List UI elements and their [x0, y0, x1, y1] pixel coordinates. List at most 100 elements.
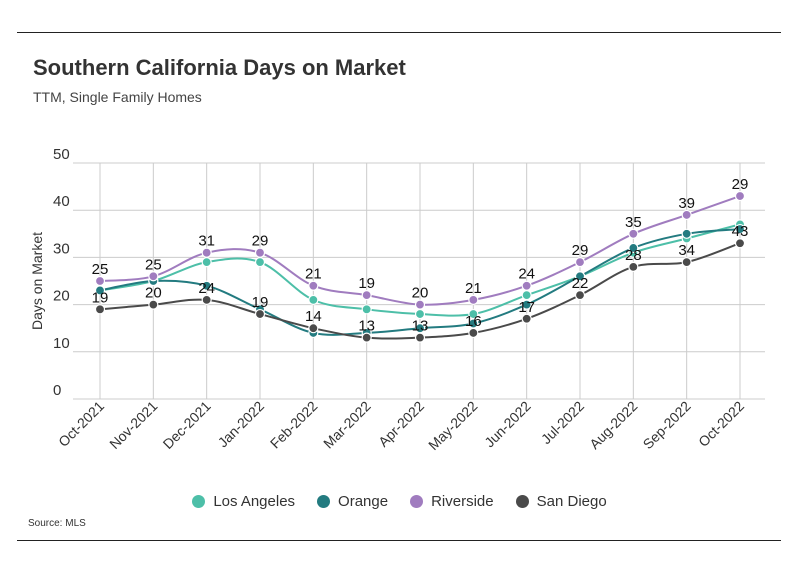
x-tick-label: Oct-2021 — [55, 398, 107, 450]
data-point-san-diego — [734, 238, 746, 249]
data-point-riverside — [201, 247, 212, 258]
data-point-riverside — [521, 280, 532, 291]
data-label: 19 — [92, 289, 109, 306]
data-point-san-diego — [468, 327, 479, 339]
data-point-riverside — [468, 294, 479, 305]
data-label: 25 — [145, 256, 162, 273]
data-label: 25 — [92, 261, 109, 278]
data-point-orange — [574, 271, 586, 282]
y-tick-label: 40 — [53, 193, 70, 210]
data-label: 22 — [572, 275, 589, 292]
data-label: 24 — [198, 280, 215, 297]
x-tick-label: Jun-2022 — [481, 398, 534, 451]
legend-swatch — [410, 495, 424, 508]
y-tick-label: 0 — [53, 382, 61, 399]
data-label: 31 — [198, 233, 215, 250]
data-point-riverside — [308, 280, 319, 291]
data-label: 29 — [732, 176, 749, 193]
data-point-orange — [734, 223, 746, 235]
data-point-riverside — [148, 271, 159, 282]
data-label: 20 — [145, 285, 162, 302]
data-point-orange — [521, 299, 532, 310]
x-tick-label: Oct-2022 — [695, 398, 747, 450]
data-label: 39 — [678, 195, 695, 212]
data-label: 43 — [732, 223, 749, 240]
legend-swatch — [317, 495, 331, 508]
top-rule — [17, 32, 781, 33]
data-label: 16 — [465, 313, 482, 330]
y-tick-label: 50 — [53, 146, 70, 163]
x-tick-label: Jul-2022 — [538, 398, 587, 447]
data-point-riverside — [628, 228, 639, 239]
x-tick-label: Aug-2022 — [586, 398, 640, 452]
data-point-san-diego — [681, 257, 692, 268]
data-point-riverside — [254, 247, 266, 258]
legend-swatch — [515, 495, 529, 508]
legend-item-orange: Orange — [317, 493, 388, 510]
data-label: 29 — [252, 233, 269, 250]
data-point-riverside — [681, 209, 692, 221]
data-label: 14 — [305, 308, 322, 325]
data-point-los-angeles — [361, 304, 372, 315]
x-tick-label: May-2022 — [425, 398, 480, 453]
x-tick-label: Sep-2022 — [640, 398, 694, 452]
data-point-san-diego — [361, 332, 372, 343]
data-label: 35 — [625, 214, 642, 231]
data-point-san-diego — [254, 308, 266, 320]
data-point-san-diego — [201, 294, 212, 305]
y-tick-label: 20 — [53, 288, 70, 305]
legend-swatch — [192, 495, 206, 508]
y-tick-label: 10 — [53, 335, 70, 352]
legend-label: San Diego — [536, 493, 607, 510]
data-point-los-angeles — [201, 257, 212, 268]
bottom-rule — [17, 540, 781, 541]
x-tick-label: Jan-2022 — [215, 398, 268, 451]
data-point-riverside — [574, 257, 586, 268]
data-point-riverside — [734, 190, 746, 202]
data-label: 17 — [518, 299, 535, 316]
data-point-riverside — [414, 299, 426, 310]
x-tick-label: Nov-2021 — [106, 398, 160, 452]
data-point-san-diego — [628, 261, 639, 272]
data-label: 21 — [465, 280, 482, 297]
data-point-san-diego — [148, 299, 159, 310]
data-point-san-diego — [94, 304, 106, 315]
data-label: 13 — [358, 318, 375, 335]
legend-item-riverside: Riverside — [410, 493, 494, 510]
legend-label: Riverside — [431, 493, 494, 510]
data-point-san-diego — [308, 323, 319, 334]
data-label: 19 — [252, 294, 269, 311]
legend-item-los-angeles: Los Angeles — [192, 493, 295, 510]
x-tick-label: Mar-2022 — [320, 398, 374, 452]
source-note: Source: MLS — [28, 518, 86, 529]
legend-label: Los Angeles — [213, 493, 296, 510]
data-label: 20 — [412, 285, 429, 302]
x-tick-label: Feb-2022 — [267, 398, 321, 452]
y-axis-label: Days on Market — [29, 232, 45, 330]
data-label: 34 — [678, 242, 695, 259]
data-label: 21 — [305, 266, 322, 283]
x-tick-label: Dec-2021 — [160, 398, 214, 452]
legend-label: Orange — [338, 493, 389, 510]
chart-subtitle: TTM, Single Family Homes — [33, 89, 202, 105]
data-point-orange — [201, 280, 212, 291]
data-label: 29 — [572, 242, 589, 259]
data-point-san-diego — [574, 290, 586, 301]
data-label: 28 — [625, 247, 642, 264]
chart-title: Southern California Days on Market — [33, 55, 406, 80]
data-point-los-angeles — [308, 294, 319, 305]
chart-legend: Los Angeles Orange Riverside San Diego — [0, 493, 799, 510]
data-point-san-diego — [521, 313, 532, 324]
data-point-orange — [681, 228, 692, 239]
data-label: 13 — [412, 318, 429, 335]
data-point-riverside — [361, 290, 372, 301]
x-tick-label: Apr-2022 — [375, 398, 427, 450]
data-label: 19 — [358, 275, 375, 292]
data-point-orange — [628, 242, 639, 254]
data-point-san-diego — [414, 332, 426, 343]
data-point-los-angeles — [254, 257, 266, 268]
y-tick-label: 30 — [53, 240, 70, 257]
legend-item-san-diego: San Diego — [515, 493, 607, 510]
data-label: 24 — [518, 266, 535, 283]
